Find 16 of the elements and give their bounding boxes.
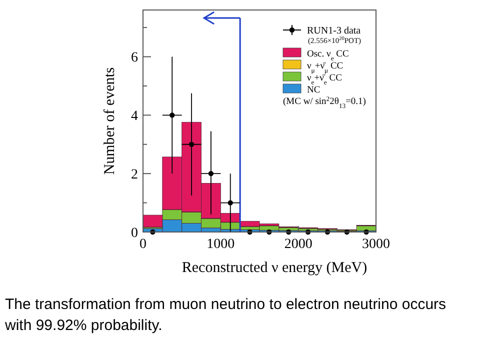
x-axis-title: Reconstructed ν energy (MeV) xyxy=(182,260,368,276)
y-tick-label: 2 xyxy=(131,168,138,183)
y-tick-label: 4 xyxy=(131,109,138,124)
y-tick-label: 0 xyxy=(131,226,138,241)
text: The transformation from muon neutrino to electron neutrino occurs with 99.92% probability. xyxy=(4,296,446,334)
x-tick-label: 1000 xyxy=(206,237,235,252)
legend-label: ν$_{μ}$+ν̄$_{μ}$ CC xyxy=(307,62,344,74)
legend-label: NC xyxy=(307,86,320,96)
x-tick-label: 3000 xyxy=(362,237,390,252)
legend-label: Osc. ν$_{e}$ CC xyxy=(307,50,349,62)
y-tick-label: 6 xyxy=(131,50,138,66)
annotation: (MC w/ sin$^{2}$2θ$_{13}$=0.1) xyxy=(283,96,366,110)
legend-label: RUN1-3 data xyxy=(307,26,362,36)
x-tick-label: 2000 xyxy=(284,237,312,252)
legend-label: ν$_{e}$+ν̄$_{e}$ CC xyxy=(307,74,342,86)
y-axis-title: Number of events xyxy=(102,67,118,175)
